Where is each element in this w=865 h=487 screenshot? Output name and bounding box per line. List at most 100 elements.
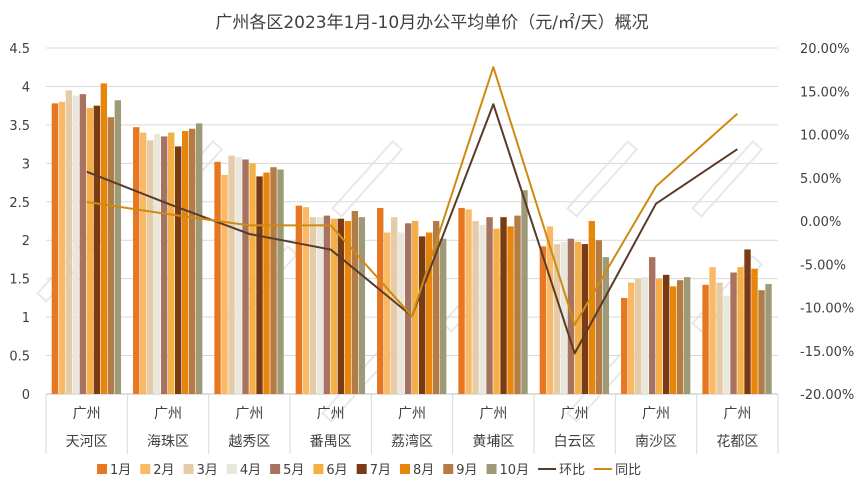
bar [439,238,447,394]
legend-label: 6月 [326,463,347,478]
bar [595,240,603,394]
category-group-label: 广州 [73,406,101,422]
bar [405,223,412,394]
bar [65,90,73,395]
bar [256,176,263,394]
bar [114,100,122,394]
legend-label: 10月 [500,463,530,478]
bar [242,159,249,394]
bar [228,155,235,394]
legend-label: 同比 [615,463,641,478]
right-axis: -20.00% -15.00% -10.00% -5.00% 0.00% 5.00% 10.… [800,42,854,403]
bar [602,257,610,394]
left-axis: 0 0.5 1 1.5 2 2.5 3 3.5 4 4.5 [9,42,30,403]
bar [514,215,521,394]
bar [500,217,507,394]
bar [669,286,677,394]
category-label: 越秀区 [228,434,270,450]
bar [174,146,182,394]
bar [309,217,317,394]
bar [221,174,228,394]
bar [140,132,147,395]
bar [676,280,684,394]
bar [384,232,391,394]
legend-swatch [270,464,281,474]
bar [765,284,772,394]
category-label: 海珠区 [147,434,189,450]
left-tick-label: 2 [22,234,30,249]
bar [249,163,256,394]
legend-swatch [226,464,237,474]
left-tick-label: 0.5 [9,350,30,365]
bar [263,172,270,394]
left-tick-label: 2.5 [9,196,30,211]
right-tick-label: 5.00% [800,172,841,187]
bar [302,207,310,394]
left-tick-label: 3.5 [9,119,30,134]
bar [72,95,80,394]
bar [458,207,465,394]
bar [351,211,359,394]
bars [51,83,772,395]
bar [546,226,554,394]
bar [662,274,670,394]
legend-swatch [313,464,324,474]
category-label: 白云区 [554,434,596,450]
right-tick-label: -10.00% [800,302,854,317]
right-tick-label: 20.00% [800,42,850,57]
bar [270,167,277,394]
legend-label: 5月 [283,463,304,478]
left-tick-label: 4.5 [9,42,30,57]
bar [716,282,723,394]
legend: 1月 2月 3月 4月 5月 6月 7月 8月 9月 10月 环比 同比 [97,463,641,478]
category-label: 荔湾区 [391,433,433,450]
bar [539,246,547,394]
left-tick-label: 4 [22,80,30,95]
bar [472,221,479,394]
bar [649,257,656,394]
bar [58,101,66,395]
right-tick-label: 15.00% [800,85,850,100]
bar [344,221,352,394]
right-tick-label: -15.00% [800,345,854,360]
right-tick-label: -20.00% [800,388,854,403]
bar [425,232,433,394]
bar [398,232,405,394]
bar [330,218,338,394]
bar [79,94,87,394]
series-line [86,66,738,326]
bar [479,224,486,394]
bar [493,228,500,394]
legend-label: 2月 [153,463,174,478]
legend-label: 环比 [559,463,585,478]
category-group-label: 广州 [561,406,589,422]
bar [581,244,589,394]
bar [277,169,284,394]
right-tick-label: -5.00% [800,258,846,273]
category-label: 南沙区 [635,434,677,450]
bar [723,295,730,394]
watermark-mark [566,140,639,218]
bar [51,103,59,395]
legend-swatch [183,464,194,474]
legend-swatch [356,464,367,474]
bar [323,215,331,394]
category-group-label: 广州 [154,406,182,422]
bar [751,268,758,394]
right-tick-label: 0.00% [800,215,841,230]
right-tick-label: 10.00% [800,129,850,144]
bar [758,290,765,394]
watermark-mark [331,140,404,218]
bar [418,236,426,394]
category-group-label: 广州 [642,406,670,422]
bar [709,267,716,394]
bar [507,226,514,394]
bar [195,123,203,395]
bar [377,207,384,394]
bar [168,132,175,395]
category-group-label: 广州 [479,406,507,422]
chart-title: 广州各区2023年1月-10月办公平均单价（元/㎡/天）概况 [215,13,648,33]
bar [744,249,751,394]
legend-label: 9月 [456,463,477,478]
